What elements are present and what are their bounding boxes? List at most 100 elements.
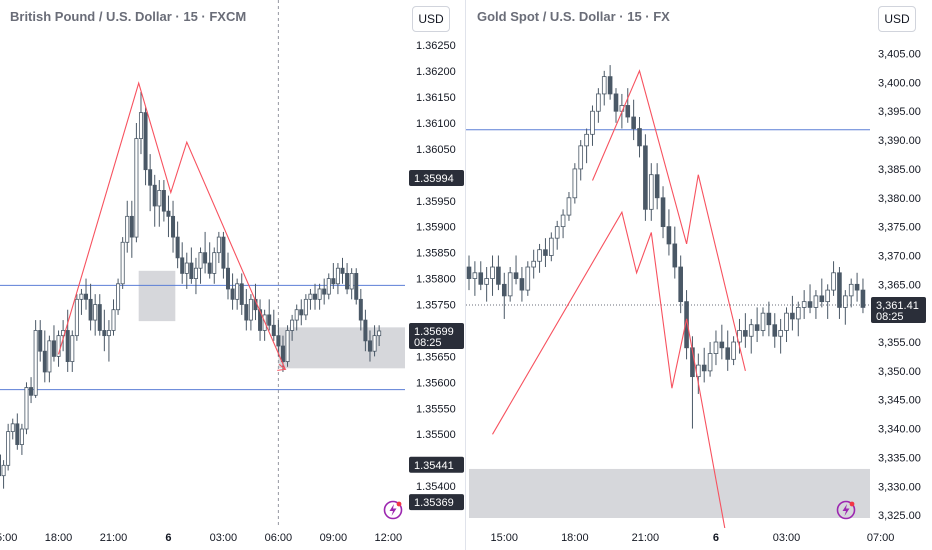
candle-body [221, 236, 226, 269]
candle-body [831, 272, 836, 291]
candle-body [825, 289, 830, 303]
candle-body [678, 266, 683, 303]
candle-body [65, 330, 70, 362]
candle-body [216, 236, 221, 254]
candle-body [70, 335, 75, 362]
candle-body [19, 428, 24, 445]
candle-body [285, 330, 290, 362]
candle-body [42, 350, 47, 373]
currency-button[interactable]: USD [412, 6, 450, 32]
candle-body [175, 236, 180, 259]
candle-body [193, 267, 198, 279]
candle-body [778, 330, 783, 337]
candle-body [772, 324, 778, 337]
x-tick-label: 03:00 [773, 532, 801, 544]
price-label-value: 1.35441 [414, 460, 454, 472]
candle-body [766, 312, 772, 326]
lightning-badge-icon[interactable] [836, 500, 856, 520]
y-tick-label: 1.36100 [416, 118, 456, 130]
candle-body [754, 324, 760, 331]
candle-body [244, 304, 249, 321]
candle-body [317, 288, 322, 300]
candle-body [184, 262, 189, 274]
candle-body [854, 283, 860, 291]
xauusd-chart[interactable]: 3,405.00 3,400.00 3,395.00 3,390.00 3,385.00… [466, 0, 932, 550]
plot-area [0, 0, 405, 528]
candle-body [138, 112, 143, 139]
y-tick-label: 3,380.00 [878, 193, 921, 205]
x-tick-label: 09:00 [320, 532, 348, 544]
panel-divider [465, 0, 466, 550]
candle-body [24, 387, 29, 430]
candle-body [303, 298, 308, 316]
price-label [871, 297, 926, 324]
y-tick-label: 3,405.00 [878, 49, 921, 61]
y-tick-label: 1.35750 [416, 300, 456, 312]
y-tick-label: 3,395.00 [878, 106, 921, 118]
candle-body [212, 252, 217, 274]
chart-title[interactable]: British Pound / U.S. Dollar · 15 · FXCM [10, 9, 247, 24]
candle-body [248, 298, 253, 321]
y-tick-label: 1.35900 [416, 222, 456, 234]
y-tick-label: 1.35650 [416, 351, 456, 363]
candle-body [326, 278, 331, 295]
candle-body [648, 174, 654, 210]
candle-body [230, 288, 235, 300]
candle-body [239, 283, 244, 305]
candle-body [731, 341, 736, 360]
candle-body [15, 423, 20, 445]
candle-body [180, 257, 185, 274]
candle-body [363, 319, 368, 342]
candle-body [161, 190, 166, 212]
xauusd-chart-panel: 3,405.00 3,400.00 3,395.00 3,390.00 3,385.00… [466, 0, 932, 550]
x-tick-label: 6 [165, 532, 171, 544]
candle-body [590, 110, 595, 135]
lightning-badge-icon[interactable] [383, 500, 403, 520]
candle-body [225, 267, 230, 290]
candle-body [331, 278, 336, 285]
candle-body [235, 283, 240, 300]
candle-body [637, 128, 642, 147]
candle-body [120, 241, 125, 285]
candle-body [308, 293, 313, 300]
candle-body [372, 335, 377, 352]
x-tick-label: 03:00 [210, 532, 238, 544]
candle-body [554, 226, 560, 239]
candle-body [654, 174, 660, 199]
x-tick-label: 21:00 [100, 532, 128, 544]
candle-body [478, 272, 484, 285]
candle-body [784, 312, 789, 331]
chart-title[interactable]: Gold Spot / U.S. Dollar · 15 · FX [477, 9, 670, 24]
candle-body [760, 312, 766, 331]
y-tick-label: 1.36200 [416, 66, 456, 78]
candle-body [578, 145, 584, 170]
candle-body [97, 304, 102, 331]
candle-body [354, 273, 359, 300]
candle-body [813, 295, 819, 308]
x-tick-label: 15:00 [0, 532, 17, 544]
candle-body [631, 116, 636, 129]
candle-body [501, 283, 507, 297]
candle-body [843, 295, 848, 308]
candle-body [707, 353, 713, 372]
candle-body [33, 330, 38, 396]
gbpusd-chart[interactable]: 1.36250 1.36200 1.36150 1.36100 1.36050 1.359… [0, 0, 466, 550]
candle-body [519, 278, 525, 291]
currency-button[interactable]: USD [878, 6, 916, 32]
candle-body [358, 298, 363, 321]
y-tick-label: 3,390.00 [878, 135, 921, 147]
x-tick-label: 12:00 [375, 532, 403, 544]
candle-body [684, 301, 689, 349]
candle-body [543, 249, 548, 256]
x-tick-label: 18:00 [45, 532, 73, 544]
y-tick-label: 1.35500 [416, 429, 456, 441]
candle-body [848, 283, 854, 297]
candle-body [203, 252, 208, 264]
price-label [409, 169, 464, 186]
candle-body [531, 260, 536, 268]
candle-body [157, 190, 162, 207]
price-zone [138, 270, 176, 322]
y-tick-label: 1.35550 [416, 403, 456, 415]
price-label-value: 1.35699 [414, 326, 454, 338]
candle-body [207, 262, 212, 274]
